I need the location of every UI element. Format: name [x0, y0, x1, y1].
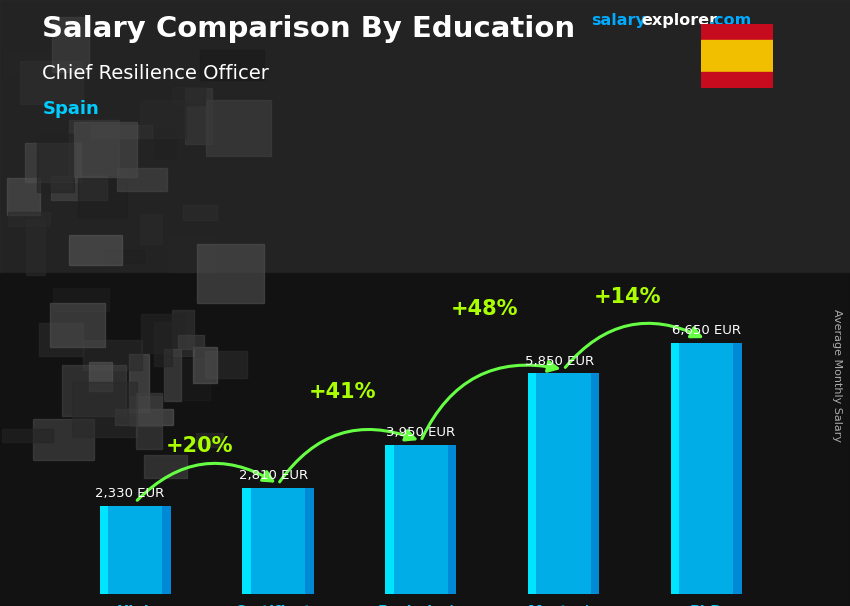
Bar — [88, 362, 112, 391]
Bar — [99, 506, 171, 594]
Bar — [53, 287, 109, 311]
Bar — [116, 168, 167, 191]
Bar — [385, 445, 394, 594]
Bar — [172, 310, 194, 356]
Bar — [39, 322, 82, 356]
Bar — [164, 349, 181, 401]
Bar — [701, 72, 774, 88]
Bar — [385, 445, 456, 594]
Bar — [144, 454, 187, 478]
Bar — [130, 396, 162, 425]
Bar — [671, 343, 742, 594]
Bar — [591, 373, 599, 594]
Bar — [8, 211, 50, 226]
Bar — [105, 250, 144, 263]
Text: +20%: +20% — [166, 436, 233, 456]
Bar — [82, 341, 142, 370]
Bar — [139, 214, 162, 244]
Bar — [80, 41, 134, 81]
Bar — [242, 488, 314, 594]
Text: Spain: Spain — [42, 100, 99, 118]
Bar — [196, 433, 223, 447]
Bar — [242, 488, 251, 594]
Bar — [0, 0, 850, 273]
Text: +14%: +14% — [594, 287, 661, 307]
Bar — [185, 88, 212, 144]
Bar — [72, 382, 137, 437]
Bar — [52, 176, 107, 200]
Text: salary: salary — [591, 13, 646, 28]
Bar — [2, 430, 53, 442]
Bar — [137, 393, 162, 449]
Text: Average Monthly Salary: Average Monthly Salary — [832, 309, 842, 442]
Bar — [528, 373, 599, 594]
Bar — [116, 409, 173, 425]
Bar — [154, 322, 172, 365]
Text: 3,950 EUR: 3,950 EUR — [386, 426, 456, 439]
Bar — [305, 488, 314, 594]
Bar — [169, 236, 215, 271]
Bar — [26, 143, 82, 182]
Text: 5,850 EUR: 5,850 EUR — [525, 355, 594, 368]
Bar — [200, 50, 264, 80]
Text: 6,650 EUR: 6,650 EUR — [672, 324, 740, 338]
Bar — [162, 506, 171, 594]
Bar — [52, 17, 89, 72]
Bar — [178, 335, 204, 348]
Bar — [33, 419, 94, 460]
Bar — [4, 51, 64, 73]
Bar — [671, 343, 679, 594]
Bar — [528, 373, 536, 594]
Bar — [193, 347, 218, 383]
Bar — [37, 134, 74, 191]
Bar — [78, 179, 128, 216]
Bar — [69, 120, 119, 175]
Bar — [74, 122, 137, 177]
Bar — [448, 445, 456, 594]
Text: explorer: explorer — [642, 13, 718, 28]
Text: Salary Comparison By Education: Salary Comparison By Education — [42, 15, 575, 43]
Bar — [20, 61, 82, 104]
Bar — [61, 365, 126, 416]
Bar — [184, 205, 218, 221]
Bar — [91, 125, 151, 138]
Text: Chief Resilience Officer: Chief Resilience Officer — [42, 64, 269, 82]
Bar — [69, 235, 122, 265]
Bar — [206, 101, 271, 156]
Text: 2,810 EUR: 2,810 EUR — [240, 469, 309, 482]
Text: .com: .com — [708, 13, 751, 28]
Bar — [734, 343, 742, 594]
Bar — [99, 506, 108, 594]
Bar — [701, 40, 774, 72]
Bar — [129, 355, 150, 413]
Bar — [167, 359, 210, 400]
Bar — [205, 351, 246, 378]
Bar — [155, 128, 176, 158]
Bar — [140, 101, 185, 138]
Text: +48%: +48% — [451, 299, 518, 319]
Bar — [172, 87, 205, 105]
Bar — [141, 314, 184, 353]
Text: +41%: +41% — [309, 382, 376, 402]
Text: 2,330 EUR: 2,330 EUR — [95, 487, 165, 501]
Bar — [197, 244, 264, 303]
Bar — [7, 178, 40, 215]
Bar — [26, 219, 45, 275]
Bar — [701, 24, 774, 40]
Bar — [0, 273, 850, 606]
Bar — [50, 303, 105, 347]
